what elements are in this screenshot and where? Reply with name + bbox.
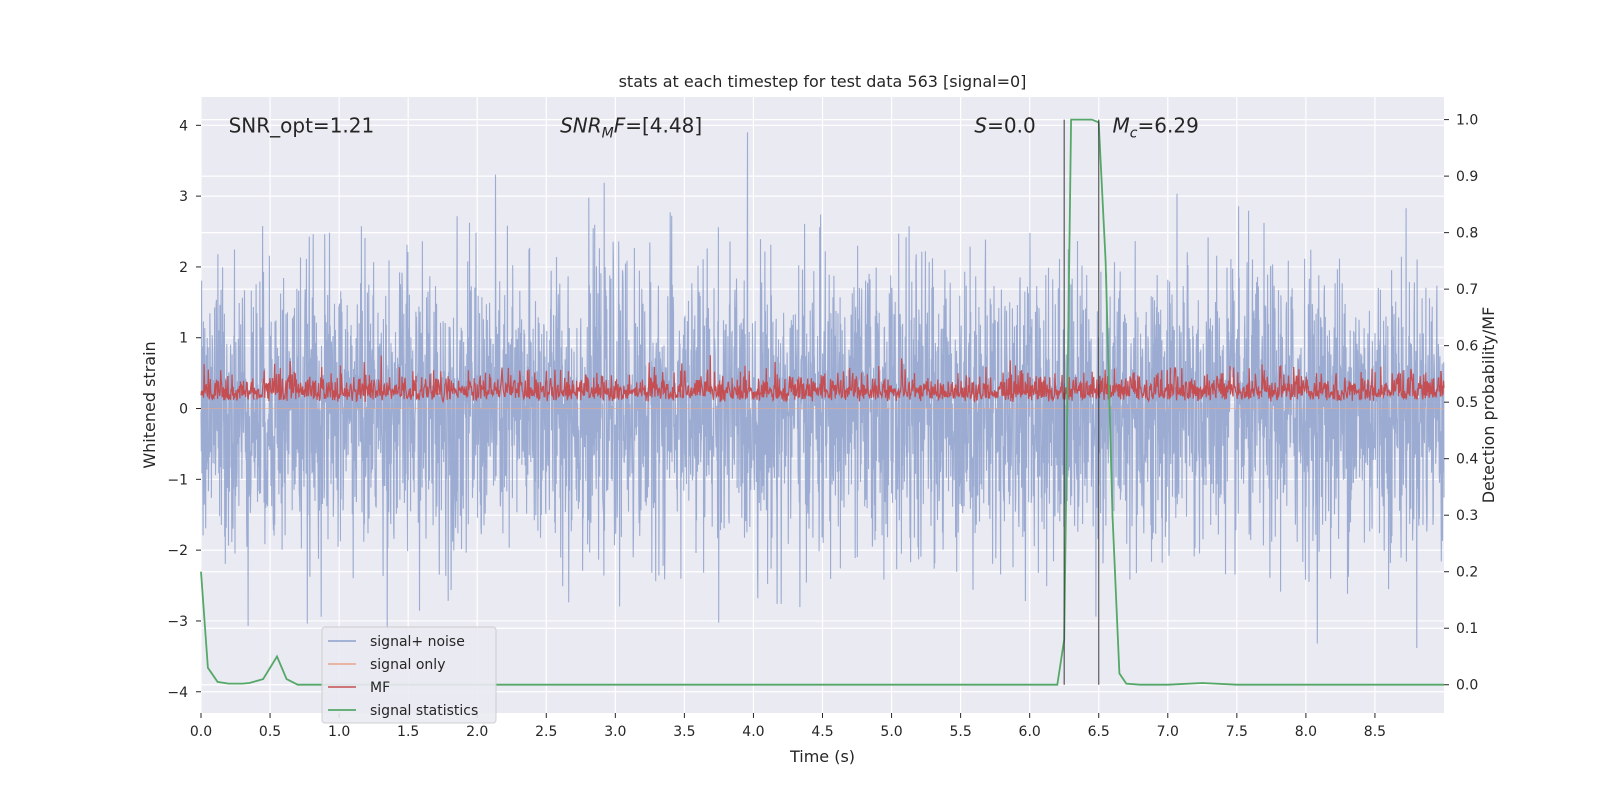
x-tick-label: 1.0 <box>328 724 350 740</box>
y-right-tick-label: 0.6 <box>1456 339 1478 355</box>
y-axis-left-label: Whitened strain <box>140 341 159 468</box>
x-tick-label: 2.0 <box>466 724 488 740</box>
annotation-1: SNR_opt=1.21 <box>229 113 375 137</box>
series-mf-line <box>200 355 1445 404</box>
x-tick-label: 1.5 <box>397 724 419 740</box>
y-right-tick-label: 0.9 <box>1456 169 1478 185</box>
y-left-tick-label: −1 <box>167 472 188 488</box>
y-right-tick-label: 0.5 <box>1456 395 1478 411</box>
y-axis-right-label: Detection probability/MF <box>1479 307 1498 504</box>
x-tick-label: 5.0 <box>880 724 902 740</box>
x-tick-label: 6.0 <box>1019 724 1041 740</box>
legend: signal+ noise signal only MF signal statist… <box>321 626 497 724</box>
x-tick-label: 4.0 <box>742 724 764 740</box>
x-tick-label: 7.5 <box>1226 724 1248 740</box>
legend-entry-label: signal only <box>370 657 445 673</box>
y-left-tick-label: −4 <box>167 685 188 701</box>
x-tick-label: 8.0 <box>1295 724 1317 740</box>
y-right-tick-label: 1.0 <box>1456 113 1478 129</box>
x-tick-label: 5.5 <box>949 724 971 740</box>
x-axis-label: Time (s) <box>789 747 855 766</box>
legend-entry-label: signal statistics <box>370 703 478 719</box>
y-right-tick-label: 0.4 <box>1456 452 1478 468</box>
annotation-2: SNRMF=[4.48] <box>560 113 702 141</box>
y-left-tick-label: 0 <box>179 402 188 418</box>
x-tick-label: 0.5 <box>259 724 281 740</box>
x-tick-label: 0.0 <box>190 724 212 740</box>
y-right-tick-label: 0.0 <box>1456 678 1478 694</box>
annotation-4: Mc=6.29 <box>1113 113 1199 141</box>
y-left-tick-label: −2 <box>167 543 188 559</box>
chart-title: stats at each timestep for test data 563… <box>619 72 1027 91</box>
y-right-tick-label: 0.8 <box>1456 226 1478 242</box>
series-signal-statistics-line <box>200 118 1444 686</box>
y-left-tick-label: 3 <box>179 189 188 205</box>
y-left-tick-label: 4 <box>179 118 188 134</box>
x-tick-label: 4.5 <box>811 724 833 740</box>
annotation-3: S=0.0 <box>974 113 1035 137</box>
x-tick-label: 2.5 <box>535 724 557 740</box>
y-left-tick-label: 1 <box>179 331 188 347</box>
x-tick-label: 3.5 <box>673 724 695 740</box>
y-right-tick-label: 0.3 <box>1456 508 1478 524</box>
legend-entry-label: MF <box>370 680 390 696</box>
y-left-tick-label: −3 <box>167 614 188 630</box>
x-tick-label: 8.5 <box>1364 724 1386 740</box>
y-left-tick-label: 2 <box>179 260 188 276</box>
y-right-tick-label: 0.7 <box>1456 282 1478 298</box>
x-tick-label: 6.5 <box>1088 724 1110 740</box>
y-right-tick-label: 0.2 <box>1456 565 1478 581</box>
y-right-tick-label: 0.1 <box>1456 621 1478 637</box>
legend-entry-label: signal+ noise <box>370 634 465 650</box>
x-tick-label: 7.0 <box>1157 724 1179 740</box>
x-tick-label: 3.0 <box>604 724 626 740</box>
legend-box <box>321 626 497 724</box>
